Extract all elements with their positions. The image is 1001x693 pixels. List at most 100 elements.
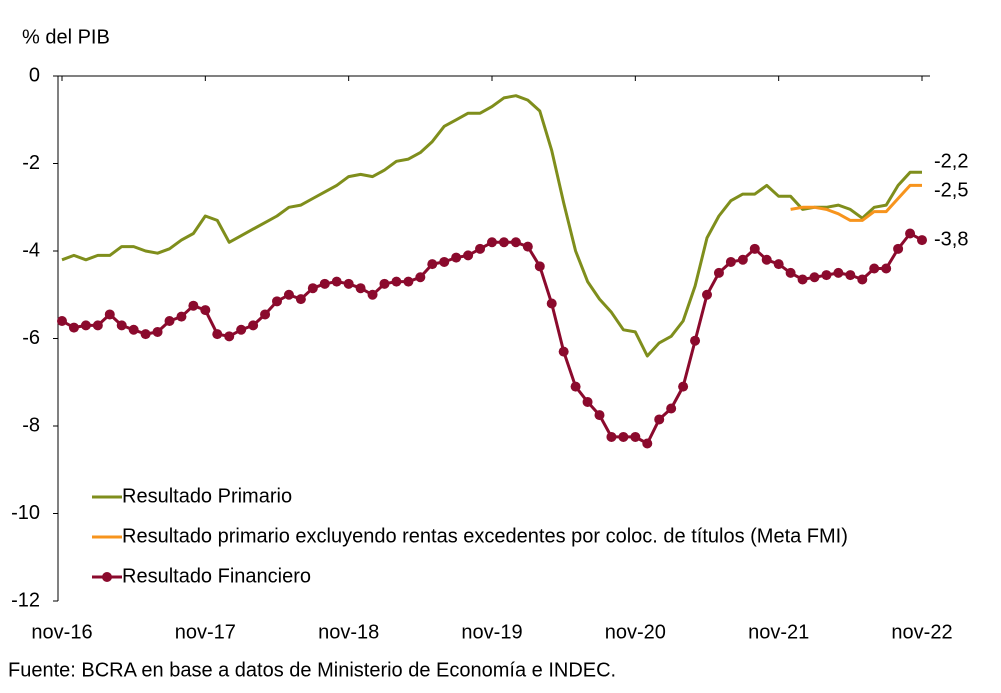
point-marker <box>331 276 342 287</box>
legend-label: Resultado Primario <box>122 485 292 507</box>
y-tick-label: -8 <box>22 414 40 436</box>
point-marker <box>307 283 318 294</box>
point-marker <box>869 263 880 274</box>
point-marker <box>212 329 223 340</box>
x-tick-label: nov-22 <box>891 621 952 643</box>
point-marker <box>260 309 271 320</box>
point-marker <box>236 324 247 335</box>
point-marker <box>785 267 796 278</box>
point-marker <box>654 414 665 425</box>
point-marker <box>797 274 808 285</box>
point-marker <box>725 256 736 267</box>
point-marker <box>881 263 892 274</box>
point-marker <box>403 276 414 287</box>
legend-marker <box>102 572 112 582</box>
point-marker <box>690 335 701 346</box>
point-marker <box>164 316 175 326</box>
point-marker <box>451 252 462 263</box>
point-marker <box>773 259 784 270</box>
point-marker <box>116 320 127 331</box>
point-marker <box>606 431 617 442</box>
x-tick-label: nov-20 <box>605 621 666 643</box>
point-marker <box>630 431 641 442</box>
point-marker <box>248 320 259 331</box>
point-marker <box>809 272 820 283</box>
point-marker <box>678 381 689 392</box>
point-marker <box>379 278 390 289</box>
point-marker <box>833 267 844 278</box>
point-marker <box>749 243 760 254</box>
x-tick-label: nov-21 <box>748 621 809 643</box>
y-tick-label: -12 <box>11 589 40 611</box>
point-marker <box>343 278 354 289</box>
point-marker <box>92 320 103 331</box>
point-marker <box>152 326 163 337</box>
point-marker <box>737 254 748 265</box>
point-marker <box>475 243 486 254</box>
point-marker <box>761 254 772 265</box>
point-marker <box>857 274 868 285</box>
point-marker <box>295 294 306 305</box>
point-marker <box>319 278 330 289</box>
end-label: -3,8 <box>934 228 968 250</box>
point-marker <box>821 270 832 281</box>
point-marker <box>487 237 497 248</box>
point-marker <box>224 331 235 342</box>
point-marker <box>415 272 426 283</box>
point-marker <box>558 346 569 357</box>
series-line <box>790 183 922 222</box>
point-marker <box>893 243 904 254</box>
point-marker <box>534 261 545 272</box>
point-marker <box>510 237 521 248</box>
point-marker <box>272 296 282 307</box>
x-tick-label: nov-16 <box>31 621 92 643</box>
y-tick-label: -10 <box>11 502 40 524</box>
x-tick-label: nov-17 <box>175 621 236 643</box>
point-marker <box>427 259 438 270</box>
point-marker <box>140 329 151 340</box>
point-marker <box>57 316 67 326</box>
point-marker <box>283 289 294 300</box>
point-marker <box>391 276 402 287</box>
point-marker <box>439 256 450 267</box>
y-tick-label: -6 <box>22 327 40 349</box>
end-label: -2,5 <box>934 180 968 202</box>
point-marker <box>702 289 712 300</box>
point-marker <box>546 298 557 309</box>
point-marker <box>355 283 366 294</box>
point-marker <box>104 309 115 320</box>
point-marker <box>188 300 199 311</box>
point-marker <box>570 381 581 392</box>
x-tick-label: nov-18 <box>318 621 379 643</box>
y-tick-label: -2 <box>22 152 40 174</box>
series-line <box>61 232 923 445</box>
point-marker <box>128 324 139 335</box>
point-marker <box>618 431 629 442</box>
point-marker <box>917 235 927 246</box>
point-marker <box>582 396 593 407</box>
point-marker <box>367 289 378 300</box>
point-marker <box>522 241 533 252</box>
point-marker <box>713 267 724 278</box>
point-marker <box>68 322 79 333</box>
point-marker <box>176 311 187 322</box>
end-label: -2,2 <box>934 151 968 173</box>
series-line <box>61 94 922 358</box>
point-marker <box>845 270 856 281</box>
legend-label: Resultado Financiero <box>122 565 311 587</box>
point-marker <box>642 438 653 449</box>
point-marker <box>498 237 509 248</box>
y-tick-label: -4 <box>22 239 40 261</box>
point-marker <box>200 305 211 316</box>
point-marker <box>594 410 605 421</box>
point-marker <box>905 228 916 239</box>
source-note: Fuente: BCRA en base a datos de Minister… <box>8 659 616 681</box>
y-tick-label: 0 <box>29 64 40 86</box>
point-marker <box>80 320 91 331</box>
y-axis-label: % del PIB <box>22 26 110 48</box>
legend-label: Resultado primario excluyendo rentas exc… <box>122 525 848 547</box>
point-marker <box>666 403 677 414</box>
x-tick-label: nov-19 <box>461 621 522 643</box>
